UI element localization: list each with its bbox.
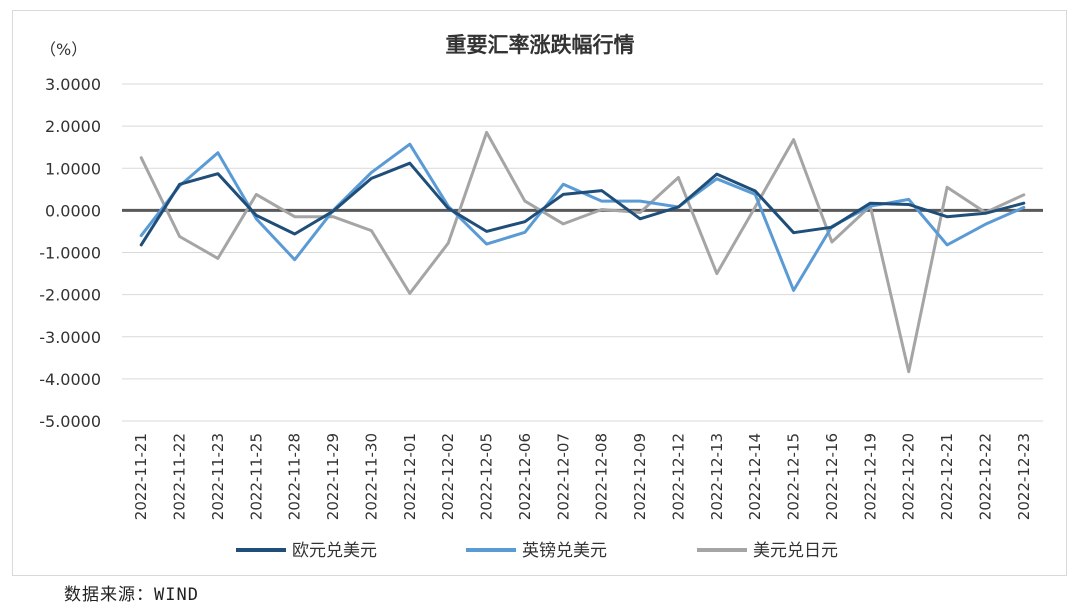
y-axis-unit-label: （%） <box>40 40 87 59</box>
grid-lines <box>122 83 1043 422</box>
x-tick-label: 2022-12-12 <box>669 433 687 520</box>
chart-title: 重要汇率涨跌幅行情 <box>446 33 635 57</box>
x-tick-label: 2022-11-25 <box>247 433 265 520</box>
x-tick-label: 2022-12-06 <box>516 433 534 520</box>
series-line-1 <box>139 161 1026 247</box>
x-tick-label: 2022-11-29 <box>324 433 342 520</box>
series-line-3 <box>139 130 1026 374</box>
x-tick-label: 2022-12-07 <box>554 433 572 520</box>
x-tick-label: 2022-12-09 <box>631 433 649 520</box>
y-tick-label: 3.0000 <box>45 75 101 94</box>
x-tick-label: 2022-12-01 <box>401 433 419 520</box>
x-tick-label: 2022-11-23 <box>209 433 227 520</box>
x-tick-label: 2022-12-23 <box>1015 433 1033 520</box>
y-axis-ticks: 3.0000 2.0000 1.0000 0.0000 -1.0000 -2.0000 -3… <box>39 75 101 431</box>
x-tick-label: 2022-12-05 <box>478 433 496 520</box>
x-tick-label: 2022-11-28 <box>286 433 304 520</box>
x-tick-label: 2022-12-20 <box>900 433 918 520</box>
x-tick-label: 2022-12-19 <box>861 433 879 520</box>
x-tick-label: 2022-11-22 <box>171 433 189 520</box>
legend: 欧元兑美元 英镑兑美元 美元兑日元 <box>236 541 838 561</box>
legend-label: 欧元兑美元 <box>292 541 377 561</box>
source-note: 数据来源：WIND <box>64 585 199 605</box>
y-tick-label: -2.0000 <box>39 286 101 305</box>
x-tick-label: 2022-12-22 <box>976 433 994 520</box>
x-tick-label: 2022-11-30 <box>362 433 380 520</box>
x-tick-label: 2022-12-02 <box>439 433 457 520</box>
x-tick-label: 2022-12-16 <box>823 433 841 520</box>
legend-label: 英镑兑美元 <box>522 541 607 561</box>
y-tick-label: -4.0000 <box>39 370 101 389</box>
x-tick-label: 2022-12-08 <box>593 433 611 520</box>
legend-label: 美元兑日元 <box>753 541 838 561</box>
y-tick-label: 0.0000 <box>45 201 101 220</box>
y-tick-label: -3.0000 <box>39 328 101 347</box>
x-tick-label: 2022-12-13 <box>708 433 726 520</box>
x-tick-label: 2022-12-21 <box>938 433 956 520</box>
y-tick-label: -5.0000 <box>39 412 101 431</box>
x-tick-label: 2022-11-21 <box>132 433 150 520</box>
x-tick-label: 2022-12-14 <box>746 433 764 520</box>
y-tick-label: 1.0000 <box>45 159 101 178</box>
x-axis-ticks: 2022-11-21 2022-11-22 2022-11-23 2022-11-25… <box>132 433 1033 520</box>
y-tick-label: 2.0000 <box>45 117 101 136</box>
x-tick-label: 2022-12-15 <box>785 433 803 520</box>
y-tick-label: -1.0000 <box>39 244 101 263</box>
series-lines <box>139 130 1026 374</box>
